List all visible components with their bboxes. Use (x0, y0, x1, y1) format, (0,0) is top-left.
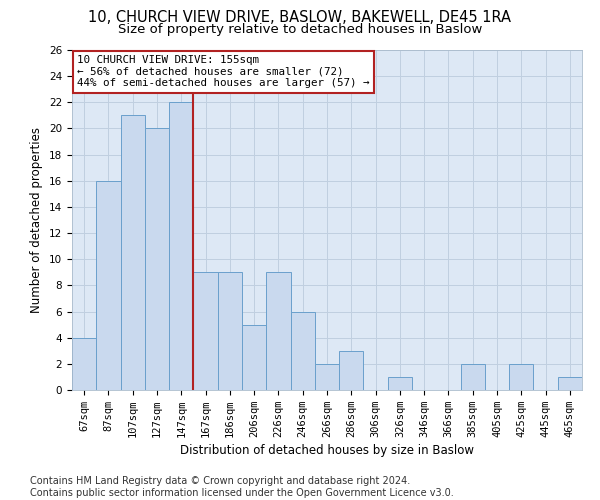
Bar (121, 116, 145, 390)
Text: Contains HM Land Registry data © Crown copyright and database right 2024.
Contai: Contains HM Land Registry data © Crown c… (30, 476, 454, 498)
Bar (558, 377, 582, 390)
Bar (461, 364, 485, 390)
Text: Size of property relative to detached houses in Baslow: Size of property relative to detached ho… (118, 22, 482, 36)
Bar (145, 128, 169, 390)
X-axis label: Distribution of detached houses by size in Baslow: Distribution of detached houses by size … (180, 444, 474, 457)
Bar (218, 272, 242, 390)
Bar (169, 102, 193, 390)
Bar (72, 338, 96, 390)
Bar (242, 324, 266, 390)
Bar (339, 351, 364, 390)
Bar (388, 377, 412, 390)
Bar (193, 272, 218, 390)
Bar (266, 272, 290, 390)
Text: 10, CHURCH VIEW DRIVE, BASLOW, BAKEWELL, DE45 1RA: 10, CHURCH VIEW DRIVE, BASLOW, BAKEWELL,… (89, 10, 511, 25)
Bar (96, 181, 121, 390)
Bar (290, 312, 315, 390)
Text: 10 CHURCH VIEW DRIVE: 155sqm
← 56% of detached houses are smaller (72)
44% of se: 10 CHURCH VIEW DRIVE: 155sqm ← 56% of de… (77, 55, 370, 88)
Y-axis label: Number of detached properties: Number of detached properties (31, 127, 43, 313)
Bar (509, 364, 533, 390)
Bar (315, 364, 339, 390)
